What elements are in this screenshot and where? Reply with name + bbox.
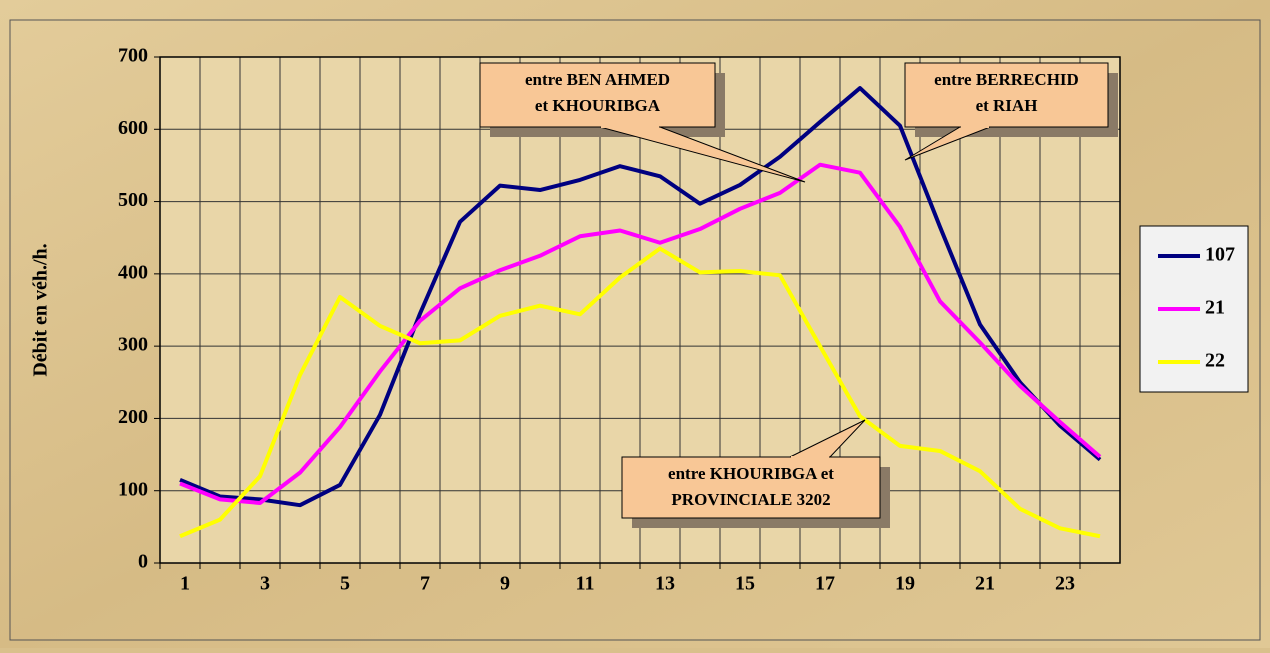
callout-box — [621, 456, 881, 519]
y-tick-label: 200 — [118, 406, 148, 428]
callout: entre BEN AHMED et KHOURIBGA — [479, 62, 806, 183]
x-tick-label: 1 — [180, 573, 190, 595]
callout-text: et RIAH — [976, 96, 1038, 115]
callout-text: et KHOURIBGA — [535, 96, 661, 115]
x-tick-label: 13 — [655, 573, 675, 595]
callout-text: entre KHOURIBGA et — [668, 464, 834, 483]
x-tick-label: 21 — [975, 573, 995, 595]
callout-text: entre BERRECHID — [934, 70, 1079, 89]
y-tick-label: 0 — [138, 551, 148, 573]
legend-label: 107 — [1205, 244, 1235, 266]
x-tick-label: 17 — [815, 573, 835, 595]
chart-frame — [9, 19, 1261, 641]
callout: entre BERRECHID et RIAH — [904, 62, 1118, 161]
y-axis-label: Débit en véh./h. — [30, 243, 52, 376]
series-line — [179, 162, 1102, 506]
legend-label: 21 — [1205, 297, 1225, 319]
series-line — [179, 246, 1101, 539]
x-tick-label: 5 — [340, 573, 350, 595]
y-tick-label: 600 — [118, 117, 148, 139]
y-tick-label: 500 — [118, 189, 148, 211]
y-tick-label: 400 — [118, 261, 148, 283]
callout: entre KHOURIBGA et PROVINCIALE 3202 — [621, 419, 890, 528]
callout-text: PROVINCIALE 3202 — [671, 490, 830, 509]
x-tick-label: 15 — [735, 573, 755, 595]
y-tick-label: 700 — [118, 45, 148, 67]
legend-label: 22 — [1205, 350, 1225, 372]
callout-box — [904, 62, 1109, 128]
y-tick-label: 100 — [118, 478, 148, 500]
legend: 107 21 22 — [1139, 225, 1249, 393]
x-tick-label: 9 — [500, 573, 510, 595]
callout-text: entre BEN AHMED — [525, 70, 670, 89]
x-tick-label: 7 — [420, 573, 430, 595]
callout-box — [479, 62, 716, 128]
x-tick-label: 11 — [576, 573, 595, 595]
x-tick-label: 3 — [260, 573, 270, 595]
x-tick-label: 23 — [1055, 573, 1075, 595]
x-tick-label: 19 — [895, 573, 915, 595]
y-tick-label: 300 — [118, 334, 148, 356]
series-line — [179, 86, 1102, 508]
